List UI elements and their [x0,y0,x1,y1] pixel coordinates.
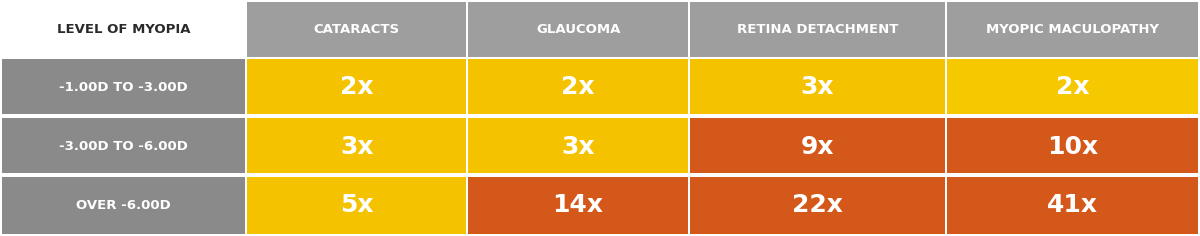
Text: 3x: 3x [340,135,373,159]
Text: 2x: 2x [340,76,373,100]
Bar [247,177,467,234]
Text: 5x: 5x [340,194,373,218]
Bar [247,118,467,173]
Text: -3.00D TO -6.00D: -3.00D TO -6.00D [59,140,188,153]
Bar [690,59,944,114]
Bar [947,2,1198,57]
Text: 3x: 3x [562,135,595,159]
Text: LEVEL OF MYOPIA: LEVEL OF MYOPIA [56,23,191,36]
Bar [247,2,467,57]
Bar [690,177,944,234]
Text: GLAUCOMA: GLAUCOMA [536,23,620,36]
Bar [690,118,944,173]
Bar [2,118,245,173]
Bar [468,2,688,57]
Text: 22x: 22x [792,194,842,218]
Text: OVER -6.00D: OVER -6.00D [77,199,170,212]
Text: 2x: 2x [1056,76,1090,100]
Bar [2,59,245,114]
Text: 2x: 2x [562,76,595,100]
Bar [247,59,467,114]
Bar [690,2,944,57]
Text: -1.00D TO -3.00D: -1.00D TO -3.00D [59,81,188,94]
Text: 41x: 41x [1046,194,1098,218]
Bar [2,2,245,57]
Bar [947,118,1198,173]
Bar [468,177,688,234]
Bar [947,177,1198,234]
Text: RETINA DETACHMENT: RETINA DETACHMENT [737,23,898,36]
Text: CATARACTS: CATARACTS [313,23,400,36]
Text: 3x: 3x [800,76,834,100]
Text: 14x: 14x [552,194,604,218]
Text: 10x: 10x [1046,135,1098,159]
Bar [468,118,688,173]
Bar [947,59,1198,114]
Text: 9x: 9x [800,135,834,159]
Bar [2,177,245,234]
Bar [468,59,688,114]
Text: MYOPIC MACULOPATHY: MYOPIC MACULOPATHY [986,23,1159,36]
